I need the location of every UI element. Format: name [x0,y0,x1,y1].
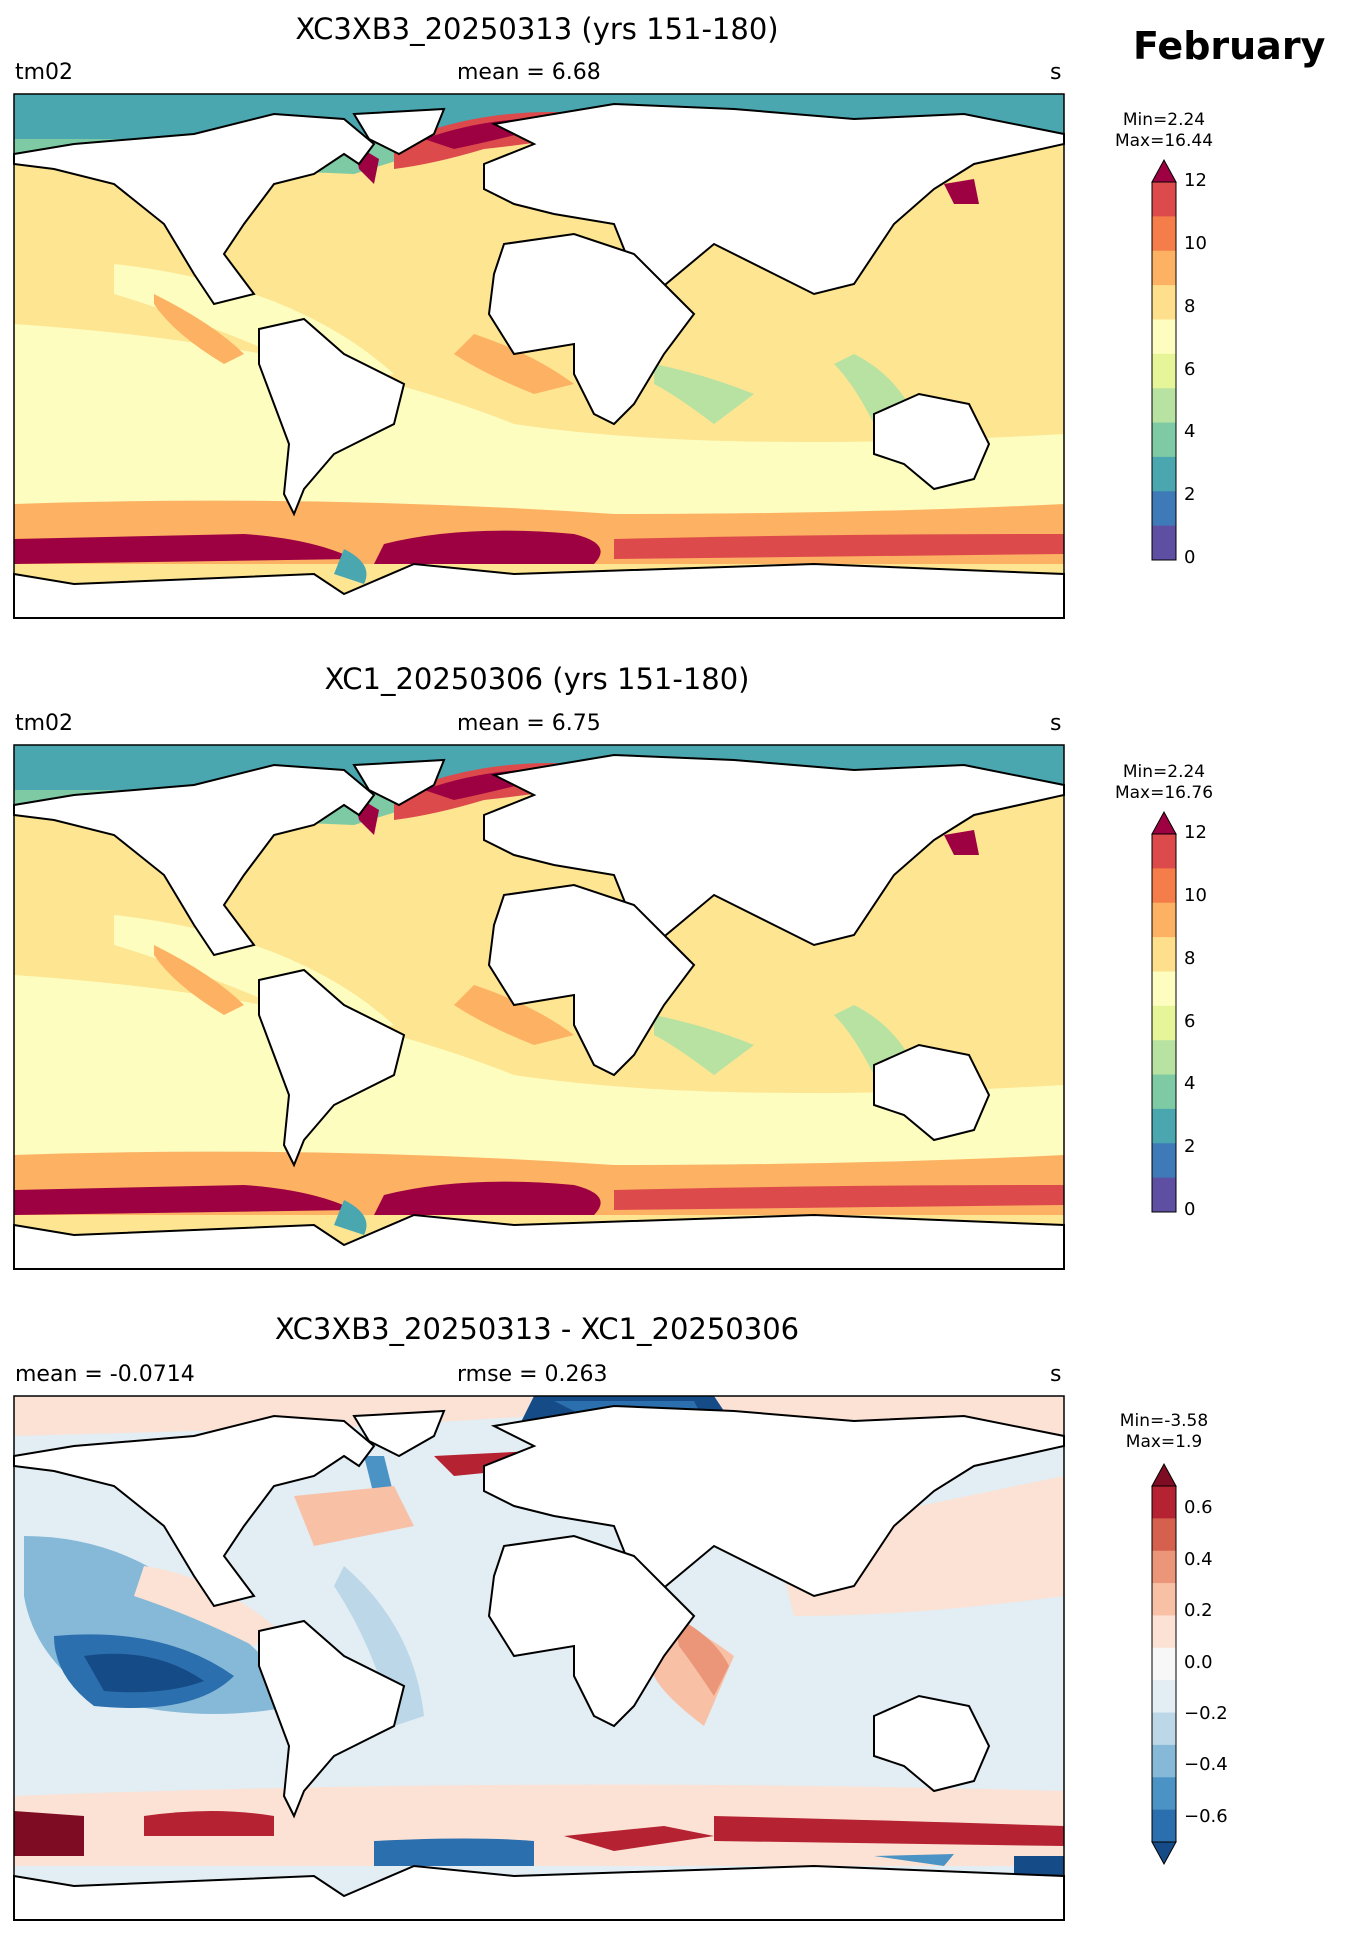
colorbar-1-tick-label: 0 [1184,547,1196,568]
colorbar-swatch [1152,1680,1176,1714]
colorbar-3-tick-label: −0.4 [1184,1754,1228,1775]
panel-3-max-text: Max=1.9 [1125,1432,1203,1452]
colorbar-2-tick-label: 4 [1184,1073,1196,1094]
colorbar-swatch [1152,285,1176,320]
colorbar-swatch [1152,1647,1176,1681]
panel-1-units-label: s [1050,60,1062,85]
colorbar-1-tick-label: 8 [1184,296,1196,317]
panel-1-variable-label: tm02 [15,60,74,85]
panel-1-mean-label: mean = 6.68 [457,60,601,85]
colorbar-1-tick-label: 12 [1184,170,1207,191]
colorbar-swatch [1152,182,1176,217]
colorbar-swatch [1152,937,1176,972]
colorbar-3-tick-label: −0.6 [1184,1806,1228,1827]
panel-1-colorbar [1151,158,1177,561]
colorbar-swatch [1152,834,1176,869]
colorbar-2-tick-label: 8 [1184,948,1196,969]
colorbar-extend-min [1151,1841,1177,1866]
colorbar-3-tick-label: −0.2 [1184,1703,1228,1724]
panel-3-title: XC3XB3_20250313 - XC1_20250306 [274,1312,800,1346]
colorbar-2-tick-label: 6 [1184,1011,1196,1032]
colorbar-swatch [1152,422,1176,458]
colorbar-swatch [1152,868,1176,904]
colorbar-extend-max [1151,810,1177,835]
colorbar-2-tick-label: 10 [1184,885,1207,906]
colorbar-swatch [1152,1744,1176,1778]
panel-2-units-label: s [1050,711,1062,736]
colorbar-swatch [1152,971,1176,1007]
colorbar-swatch [1152,1518,1176,1552]
colorbar-swatch [1152,216,1176,252]
colorbar-swatch [1152,456,1176,492]
panel-3-rmse-label: rmse = 0.263 [457,1362,608,1387]
colorbar-swatch [1152,1143,1176,1179]
colorbar-swatch [1152,1040,1176,1076]
panel-3-colorbar [1151,1462,1177,1866]
colorbar-swatch [1152,1486,1176,1519]
panel-3-min-text: Min=-3.58 [1119,1411,1209,1431]
colorbar-swatch [1152,491,1176,527]
colorbar-swatch [1152,1712,1176,1746]
colorbar-swatch [1152,353,1176,389]
colorbar-swatch [1152,1777,1176,1811]
panel-2-mean-label: mean = 6.75 [457,711,601,736]
colorbar-2-tick-label: 12 [1184,822,1207,843]
colorbar-outline [1151,181,1177,561]
colorbar-2-tick-label: 0 [1184,1199,1196,1220]
panel-3-map [13,1395,1065,1921]
colorbar-1-tick-label: 10 [1184,233,1207,254]
colorbar-1-tick-label: 4 [1184,421,1196,442]
colorbar-swatch [1152,319,1176,355]
colorbar-swatch [1152,250,1176,286]
panel-3-mean-label: mean = -0.0714 [15,1362,195,1387]
colorbar-outline [1151,1485,1177,1843]
colorbar-1-tick-label: 6 [1184,359,1196,380]
colorbar-swatch [1152,1809,1176,1843]
colorbar-3-tick-label: 0.4 [1184,1549,1213,1570]
panel-1-map [13,93,1065,619]
colorbar-swatch [1152,1177,1176,1213]
panel-2-min-text: Min=2.24 [1122,762,1206,782]
panel-1-min-text: Min=2.24 [1122,110,1206,130]
panel-2-map [13,744,1065,1270]
panel-2-variable-label: tm02 [15,711,74,736]
colorbar-swatch [1152,902,1176,938]
panel-2-max-text: Max=16.76 [1114,783,1214,803]
colorbar-extend-max [1151,158,1177,183]
colorbar-swatch [1152,1074,1176,1110]
colorbar-2-tick-label: 2 [1184,1136,1196,1157]
colorbar-3-tick-label: 0.0 [1184,1652,1213,1673]
colorbar-swatch [1152,1550,1176,1584]
panel-2-title: XC1_20250306 (yrs 151-180) [324,662,750,696]
colorbar-3-tick-label: 0.2 [1184,1600,1213,1621]
colorbar-outline [1151,833,1177,1213]
colorbar-swatch [1152,388,1176,424]
colorbar-1-tick-label: 2 [1184,484,1196,505]
colorbar-swatch [1152,1005,1176,1041]
colorbar-3-tick-label: 0.6 [1184,1497,1213,1518]
colorbar-swatch [1152,1108,1176,1144]
month-label: February [1133,24,1326,68]
panel-1-title: XC3XB3_20250313 (yrs 151-180) [295,12,779,46]
colorbar-swatch [1152,1583,1176,1616]
colorbar-swatch [1152,525,1176,561]
panel-3-units-label: s [1050,1362,1062,1387]
panel-1-max-text: Max=16.44 [1114,131,1214,151]
panel-2-colorbar [1151,810,1177,1213]
colorbar-extend-max [1151,1462,1177,1487]
colorbar-swatch [1152,1615,1176,1649]
